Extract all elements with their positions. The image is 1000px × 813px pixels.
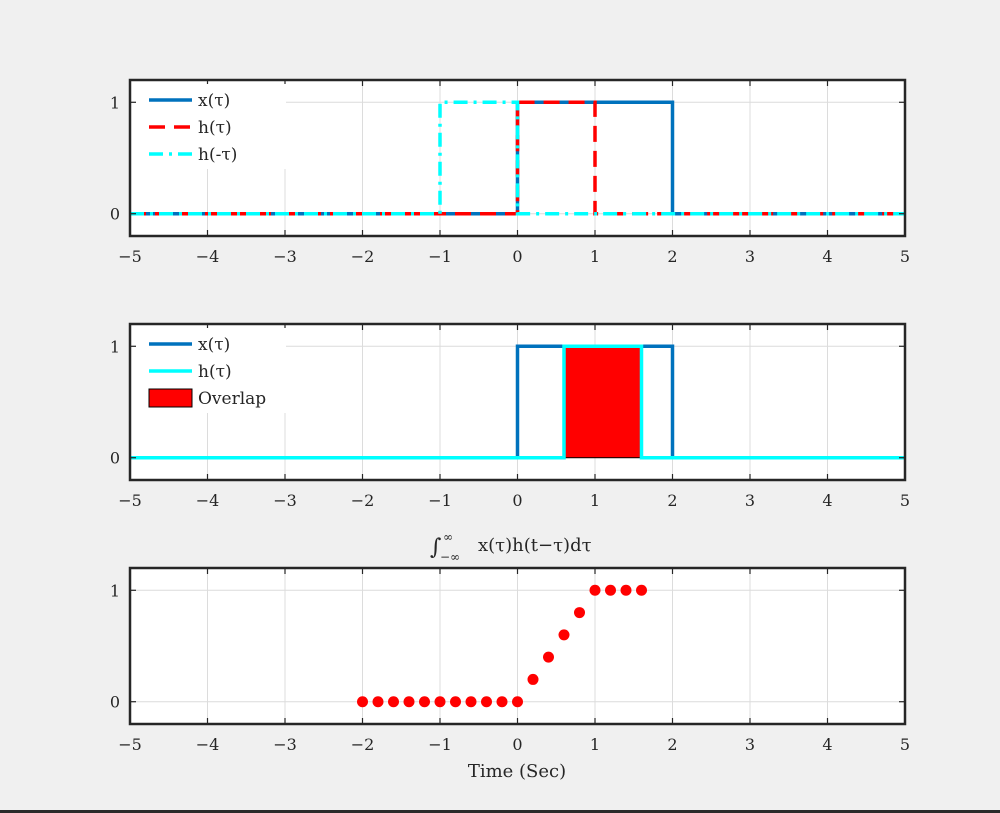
x-tick-label: −3 [273, 247, 297, 266]
x-tick-label: −5 [118, 735, 142, 754]
data-point [543, 651, 554, 663]
integral-body: x(τ)h(t−τ)dτ [478, 535, 592, 556]
x-tick-label: 1 [590, 735, 600, 754]
x-tick-label: −3 [273, 491, 297, 510]
data-point [357, 696, 368, 708]
legend-label: x(τ) [198, 335, 230, 355]
x-tick-label: −4 [196, 491, 220, 510]
data-point [636, 584, 647, 596]
data-point [574, 607, 585, 619]
legend-swatch [148, 388, 193, 408]
data-point [450, 696, 461, 708]
x-tick-label: 5 [900, 735, 910, 754]
data-point [388, 696, 399, 708]
subplot-3: −5 −4 −3 −2 −1 0 1 2 3 4 5 0 1 [110, 566, 910, 754]
x-tick-label: −5 [118, 491, 142, 510]
data-point [496, 696, 508, 708]
legend-label: h(τ) [198, 362, 232, 382]
x-tick-label: −2 [351, 735, 375, 754]
data-point [589, 584, 601, 596]
series-line-3 [130, 100, 905, 216]
x-tick-label: −2 [351, 491, 375, 510]
legend: x(τ) h(τ) h(-τ) [136, 84, 286, 169]
x-axis-label: Time (Sec) [468, 761, 566, 782]
data-point [465, 696, 477, 708]
overlap-patch [563, 345, 642, 459]
x-tick-label: 4 [822, 735, 832, 754]
y-tick-label: 1 [110, 93, 120, 112]
data-point [527, 673, 539, 685]
data-point [512, 696, 523, 708]
data-point [558, 629, 570, 641]
subplot-2: −5 −4 −3 −2 −1 0 1 2 3 4 5 0 1 x(τ) h(τ) Overlap [110, 322, 910, 510]
x-tick-label: 4 [822, 247, 832, 266]
x-tick-label: 0 [512, 491, 522, 510]
series-line-2 [130, 344, 905, 460]
x-tick-label: 1 [590, 491, 600, 510]
x-tick-label: 5 [900, 247, 910, 266]
data-point [419, 696, 430, 708]
data-point [434, 696, 446, 708]
x-tick-label: 4 [822, 491, 832, 510]
x-tick-label: 2 [667, 247, 677, 266]
data-point [620, 584, 632, 596]
y-tick-label: 1 [110, 581, 120, 600]
x-tick-label: −1 [428, 247, 452, 266]
x-tick-label: −5 [118, 247, 142, 266]
y-tick-label: 0 [110, 205, 120, 224]
legend-label: h(τ) [198, 118, 232, 138]
x-tick-label: −1 [428, 735, 452, 754]
x-tick-label: 3 [745, 735, 755, 754]
x-tick-label: 2 [667, 491, 677, 510]
integral-sign: ∫ [430, 535, 442, 560]
x-tick-label: 3 [745, 247, 755, 266]
legend-label: x(τ) [198, 91, 230, 111]
x-tick-label: −3 [273, 735, 297, 754]
x-tick-label: 2 [667, 735, 677, 754]
integral-upper-limit: ∞ [443, 530, 453, 544]
y-tick-label: 1 [110, 337, 120, 356]
data-point [605, 584, 616, 596]
subplot-1: −5 −4 −3 −2 −1 0 1 2 3 4 5 0 1 x(τ) h(τ) h(-τ) [110, 78, 910, 266]
x-tick-label: −2 [351, 247, 375, 266]
series-line-2 [130, 100, 905, 216]
x-tick-label: −1 [428, 491, 452, 510]
integral-title: ∫ ∞ −∞ x(τ)h(t−τ)dτ [430, 530, 592, 564]
x-tick-label: 0 [512, 735, 522, 754]
data-point [372, 696, 384, 708]
x-tick-label: −4 [196, 735, 220, 754]
window-bottom-edge [0, 810, 1000, 813]
integral-lower-limit: −∞ [440, 550, 460, 564]
data-point [403, 696, 415, 708]
y-tick-label: 0 [110, 449, 120, 468]
x-tick-label: 5 [900, 491, 910, 510]
legend-label: Overlap [198, 389, 266, 409]
x-tick-label: 1 [590, 247, 600, 266]
x-tick-label: 3 [745, 491, 755, 510]
data-point [481, 696, 492, 708]
x-tick-label: 0 [512, 247, 522, 266]
x-tick-label: −4 [196, 247, 220, 266]
legend: x(τ) h(τ) Overlap [136, 328, 286, 413]
legend-label: h(-τ) [198, 145, 237, 165]
y-tick-label: 0 [110, 693, 120, 712]
